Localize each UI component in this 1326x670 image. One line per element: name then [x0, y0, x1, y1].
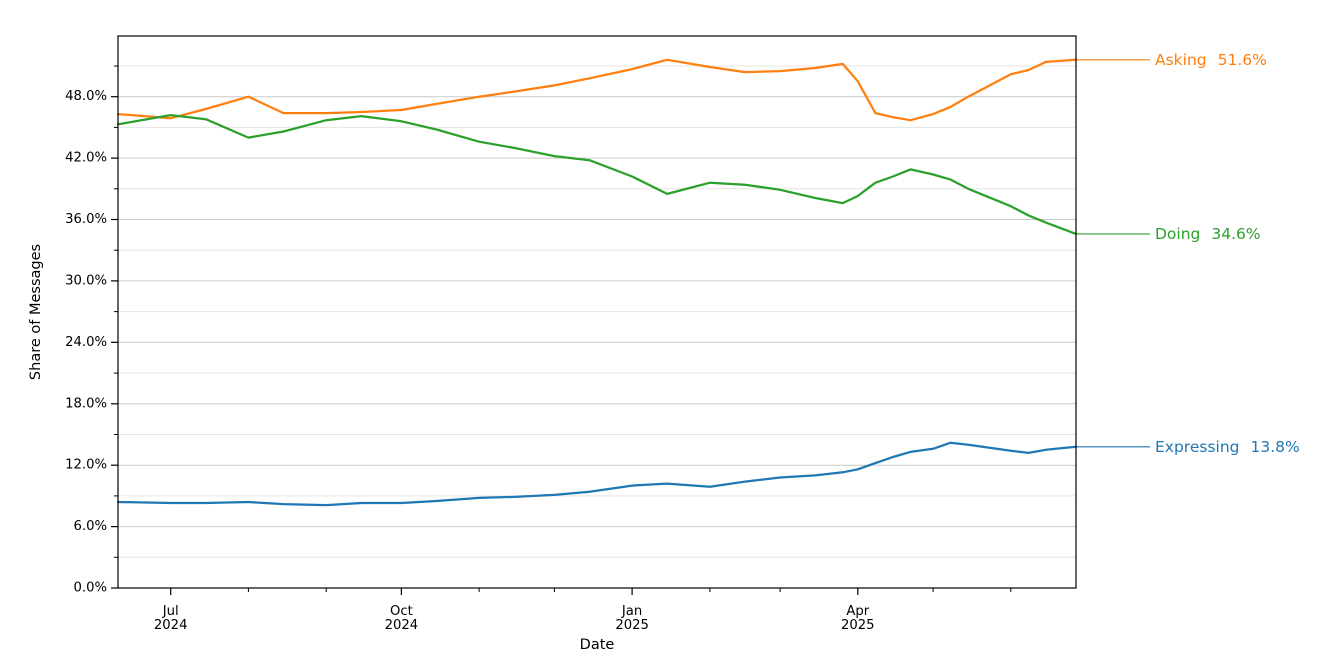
x-tick-label-year: 2025: [615, 618, 649, 633]
series-lines: [116, 58, 1078, 507]
end-label-expressing: Expressing 13.8%: [1155, 438, 1300, 456]
end-label-value: 34.6%: [1211, 225, 1260, 243]
x-tick-label-year: 2024: [385, 618, 419, 633]
y-axis-title: Share of Messages: [28, 244, 44, 380]
end-label-value: 51.6%: [1218, 51, 1267, 69]
end-label-series-name: Expressing: [1155, 438, 1240, 456]
y-axis: 0.0% 6.0% 12.0% 18.0% 24.0% 30.0% 36.0% 42.0% 48…: [65, 65, 118, 596]
x-axis-title: Date: [580, 637, 615, 653]
series-line-asking: [116, 58, 1078, 122]
end-label-doing: Doing 34.6%: [1155, 225, 1261, 243]
x-tick-label-year: 2025: [841, 618, 875, 633]
end-label-series-name: Asking: [1155, 51, 1207, 69]
series-line-doing: [116, 113, 1078, 236]
end-label-value: 13.8%: [1251, 438, 1300, 456]
y-tick-label: 24.0%: [65, 335, 107, 350]
grid: [118, 65, 1076, 558]
y-tick-label: 42.0%: [65, 151, 107, 166]
end-labels: Asking 51.6% Doing 34.6% Expressing 13.8%: [1077, 51, 1300, 456]
y-tick-label: 18.0%: [65, 396, 107, 411]
end-label-asking: Asking 51.6%: [1155, 51, 1267, 69]
x-tick-label-month: Jan: [621, 604, 642, 619]
y-tick-label: 36.0%: [65, 212, 107, 227]
x-tick-label-month: Apr: [846, 604, 869, 619]
x-tick-label-year: 2024: [154, 618, 188, 633]
x-tick-label-month: Jul: [162, 604, 179, 619]
y-tick-label: 0.0%: [73, 581, 107, 596]
end-label-series-name: Doing: [1155, 225, 1200, 243]
y-tick-label: 12.0%: [65, 458, 107, 473]
y-tick-label: 6.0%: [73, 519, 107, 534]
y-tick-label: 48.0%: [65, 89, 107, 104]
x-tick-label-month: Oct: [390, 604, 413, 619]
y-tick-label: 30.0%: [65, 273, 107, 288]
series-line-expressing: [116, 441, 1078, 507]
